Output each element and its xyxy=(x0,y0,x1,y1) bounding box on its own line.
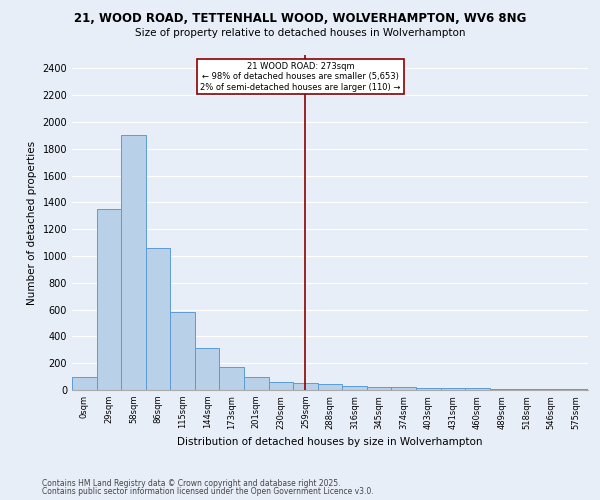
Text: Contains HM Land Registry data © Crown copyright and database right 2025.: Contains HM Land Registry data © Crown c… xyxy=(42,478,341,488)
Bar xyxy=(342,386,367,390)
X-axis label: Distribution of detached houses by size in Wolverhampton: Distribution of detached houses by size … xyxy=(177,437,483,447)
Y-axis label: Number of detached properties: Number of detached properties xyxy=(27,140,37,304)
Bar xyxy=(146,248,170,390)
Text: 21, WOOD ROAD, TETTENHALL WOOD, WOLVERHAMPTON, WV6 8NG: 21, WOOD ROAD, TETTENHALL WOOD, WOLVERHA… xyxy=(74,12,526,26)
Text: Size of property relative to detached houses in Wolverhampton: Size of property relative to detached ho… xyxy=(135,28,465,38)
Bar xyxy=(121,136,146,390)
Bar xyxy=(269,382,293,390)
Bar xyxy=(244,376,269,390)
Bar xyxy=(440,388,465,390)
Bar xyxy=(97,209,121,390)
Bar xyxy=(318,384,342,390)
Bar xyxy=(220,367,244,390)
Bar xyxy=(72,376,97,390)
Bar xyxy=(391,388,416,390)
Bar xyxy=(514,389,539,390)
Bar xyxy=(539,389,563,390)
Bar xyxy=(416,388,440,390)
Text: 21 WOOD ROAD: 273sqm
← 98% of detached houses are smaller (5,653)
2% of semi-det: 21 WOOD ROAD: 273sqm ← 98% of detached h… xyxy=(200,62,401,92)
Bar xyxy=(195,348,220,390)
Bar xyxy=(367,386,391,390)
Text: Contains public sector information licensed under the Open Government Licence v3: Contains public sector information licen… xyxy=(42,487,374,496)
Bar xyxy=(293,382,318,390)
Bar xyxy=(465,388,490,390)
Bar xyxy=(170,312,195,390)
Bar xyxy=(490,388,514,390)
